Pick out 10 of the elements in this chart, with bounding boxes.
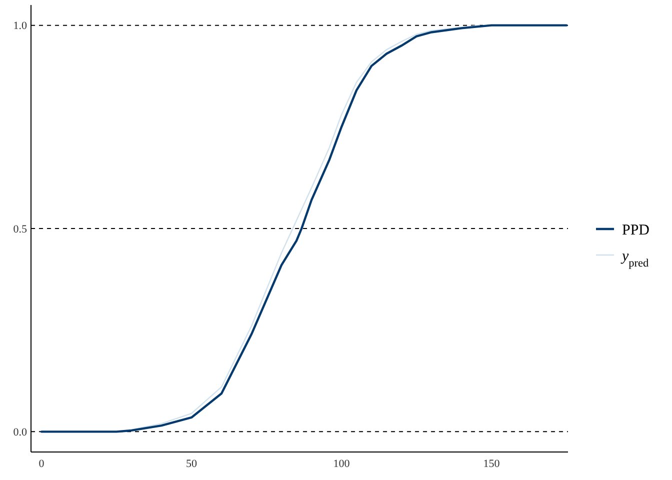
legend-label: y$_{pred}$ bbox=[620, 248, 650, 270]
y-tick-label: 0.0 bbox=[13, 426, 28, 439]
line-series bbox=[40, 24, 568, 433]
x-tick-label: 0 bbox=[38, 458, 45, 470]
y-tick-label: 1.0 bbox=[13, 20, 28, 32]
x-tick-label: 100 bbox=[333, 458, 350, 470]
x-tick-label: 50 bbox=[186, 458, 198, 470]
x-tick-label: 150 bbox=[483, 458, 500, 470]
legend-label: PPD bbox=[622, 222, 650, 238]
y-tick-label: 0.5 bbox=[13, 223, 28, 236]
